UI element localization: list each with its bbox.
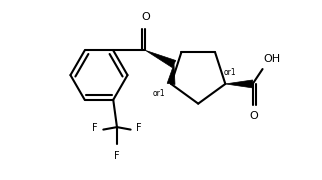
Polygon shape [225, 80, 253, 88]
Text: or1: or1 [224, 68, 237, 77]
Polygon shape [146, 50, 176, 68]
Text: or1: or1 [152, 89, 165, 98]
Text: OH: OH [264, 54, 281, 64]
Text: F: F [136, 123, 142, 133]
Text: F: F [92, 123, 98, 133]
Text: O: O [250, 111, 258, 121]
Polygon shape [167, 64, 175, 85]
Text: O: O [141, 12, 150, 22]
Text: F: F [114, 151, 120, 161]
